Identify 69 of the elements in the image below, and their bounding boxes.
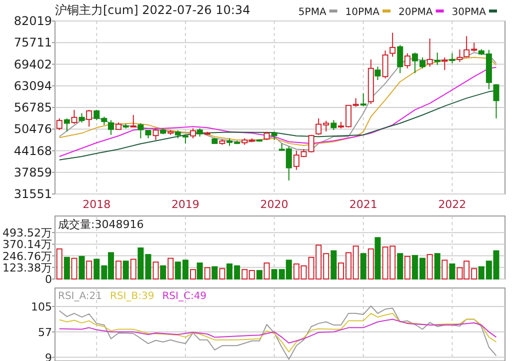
candlestick xyxy=(449,52,456,64)
legend-label: 30PMA xyxy=(452,7,486,18)
bar xyxy=(434,253,440,280)
y-tick-label: 50476 xyxy=(14,122,52,136)
candlestick xyxy=(152,128,159,141)
candlestick xyxy=(130,114,136,128)
y-tick-label: 75711 xyxy=(14,36,52,50)
candlestick xyxy=(390,32,396,58)
y-tick-label: 370.14万 xyxy=(2,238,52,252)
x-tick-label: 2020 xyxy=(260,198,288,211)
line-series xyxy=(58,66,497,157)
text: RSI_B:39 xyxy=(110,291,154,302)
bar xyxy=(397,253,404,280)
chart-title: 沪铜主力[cum] 2022-07-26 10:34 xyxy=(55,3,250,17)
y-tick-label: 31551 xyxy=(14,187,52,201)
y-tick-label: 57 xyxy=(38,326,52,339)
candlestick xyxy=(397,44,404,74)
bar xyxy=(330,250,337,280)
bar xyxy=(122,260,129,280)
y-tick-label: 82019 xyxy=(14,14,52,28)
y-tick-label: 246.76万 xyxy=(2,250,52,263)
x-tick-label: 2019 xyxy=(171,198,200,211)
bar xyxy=(64,256,70,280)
bar xyxy=(256,270,262,280)
bar xyxy=(196,262,203,280)
candlestick xyxy=(71,109,78,124)
legend-label: 5PMA xyxy=(298,7,326,18)
candlestick xyxy=(442,56,448,71)
bar xyxy=(360,253,366,280)
y-tick-label: 44168 xyxy=(14,144,52,158)
y-tick-label: 63094 xyxy=(14,78,52,93)
candlestick xyxy=(64,118,70,132)
candlestick xyxy=(78,112,85,124)
series-label: RSI_A:21 xyxy=(58,291,102,302)
bar xyxy=(374,237,381,280)
candlestick xyxy=(426,38,433,68)
candlestick xyxy=(493,84,500,119)
chart-title: 成交量:3048916 xyxy=(58,218,144,231)
line-series xyxy=(58,312,497,353)
bar xyxy=(212,266,218,280)
bar xyxy=(449,263,456,280)
y-tick-label: 37859 xyxy=(14,165,52,180)
x-tick-label: 2021 xyxy=(349,198,378,211)
candlestick xyxy=(456,49,463,62)
text: RSI_C:49 xyxy=(162,291,207,302)
bar xyxy=(78,256,85,280)
candlestick xyxy=(330,120,337,131)
candlestick xyxy=(308,134,314,153)
legend-label: 20PMA xyxy=(398,7,433,18)
candlestick xyxy=(86,109,92,128)
candlestick xyxy=(108,120,114,136)
candlestick xyxy=(382,50,388,79)
legend-label: 10PMA xyxy=(345,7,380,18)
y-tick-label: 105 xyxy=(31,300,52,314)
y-tick-label: 0 xyxy=(45,273,52,286)
x-tick-label: 2018 xyxy=(82,198,111,211)
candlestick xyxy=(434,52,440,66)
candlestick xyxy=(190,128,196,139)
line-series xyxy=(58,318,497,344)
y-tick-label: 69402 xyxy=(14,57,52,72)
candlestick xyxy=(138,122,144,139)
y-tick-label: 493.52万 xyxy=(2,226,52,240)
bar xyxy=(160,265,166,280)
y-tick-label: 123.38万 xyxy=(2,261,52,274)
candlestick xyxy=(404,52,410,69)
x-tick-label: 2022 xyxy=(438,198,466,211)
candlestick xyxy=(374,66,381,81)
y-tick-label: 56785 xyxy=(14,100,52,114)
candlestick xyxy=(360,92,366,107)
